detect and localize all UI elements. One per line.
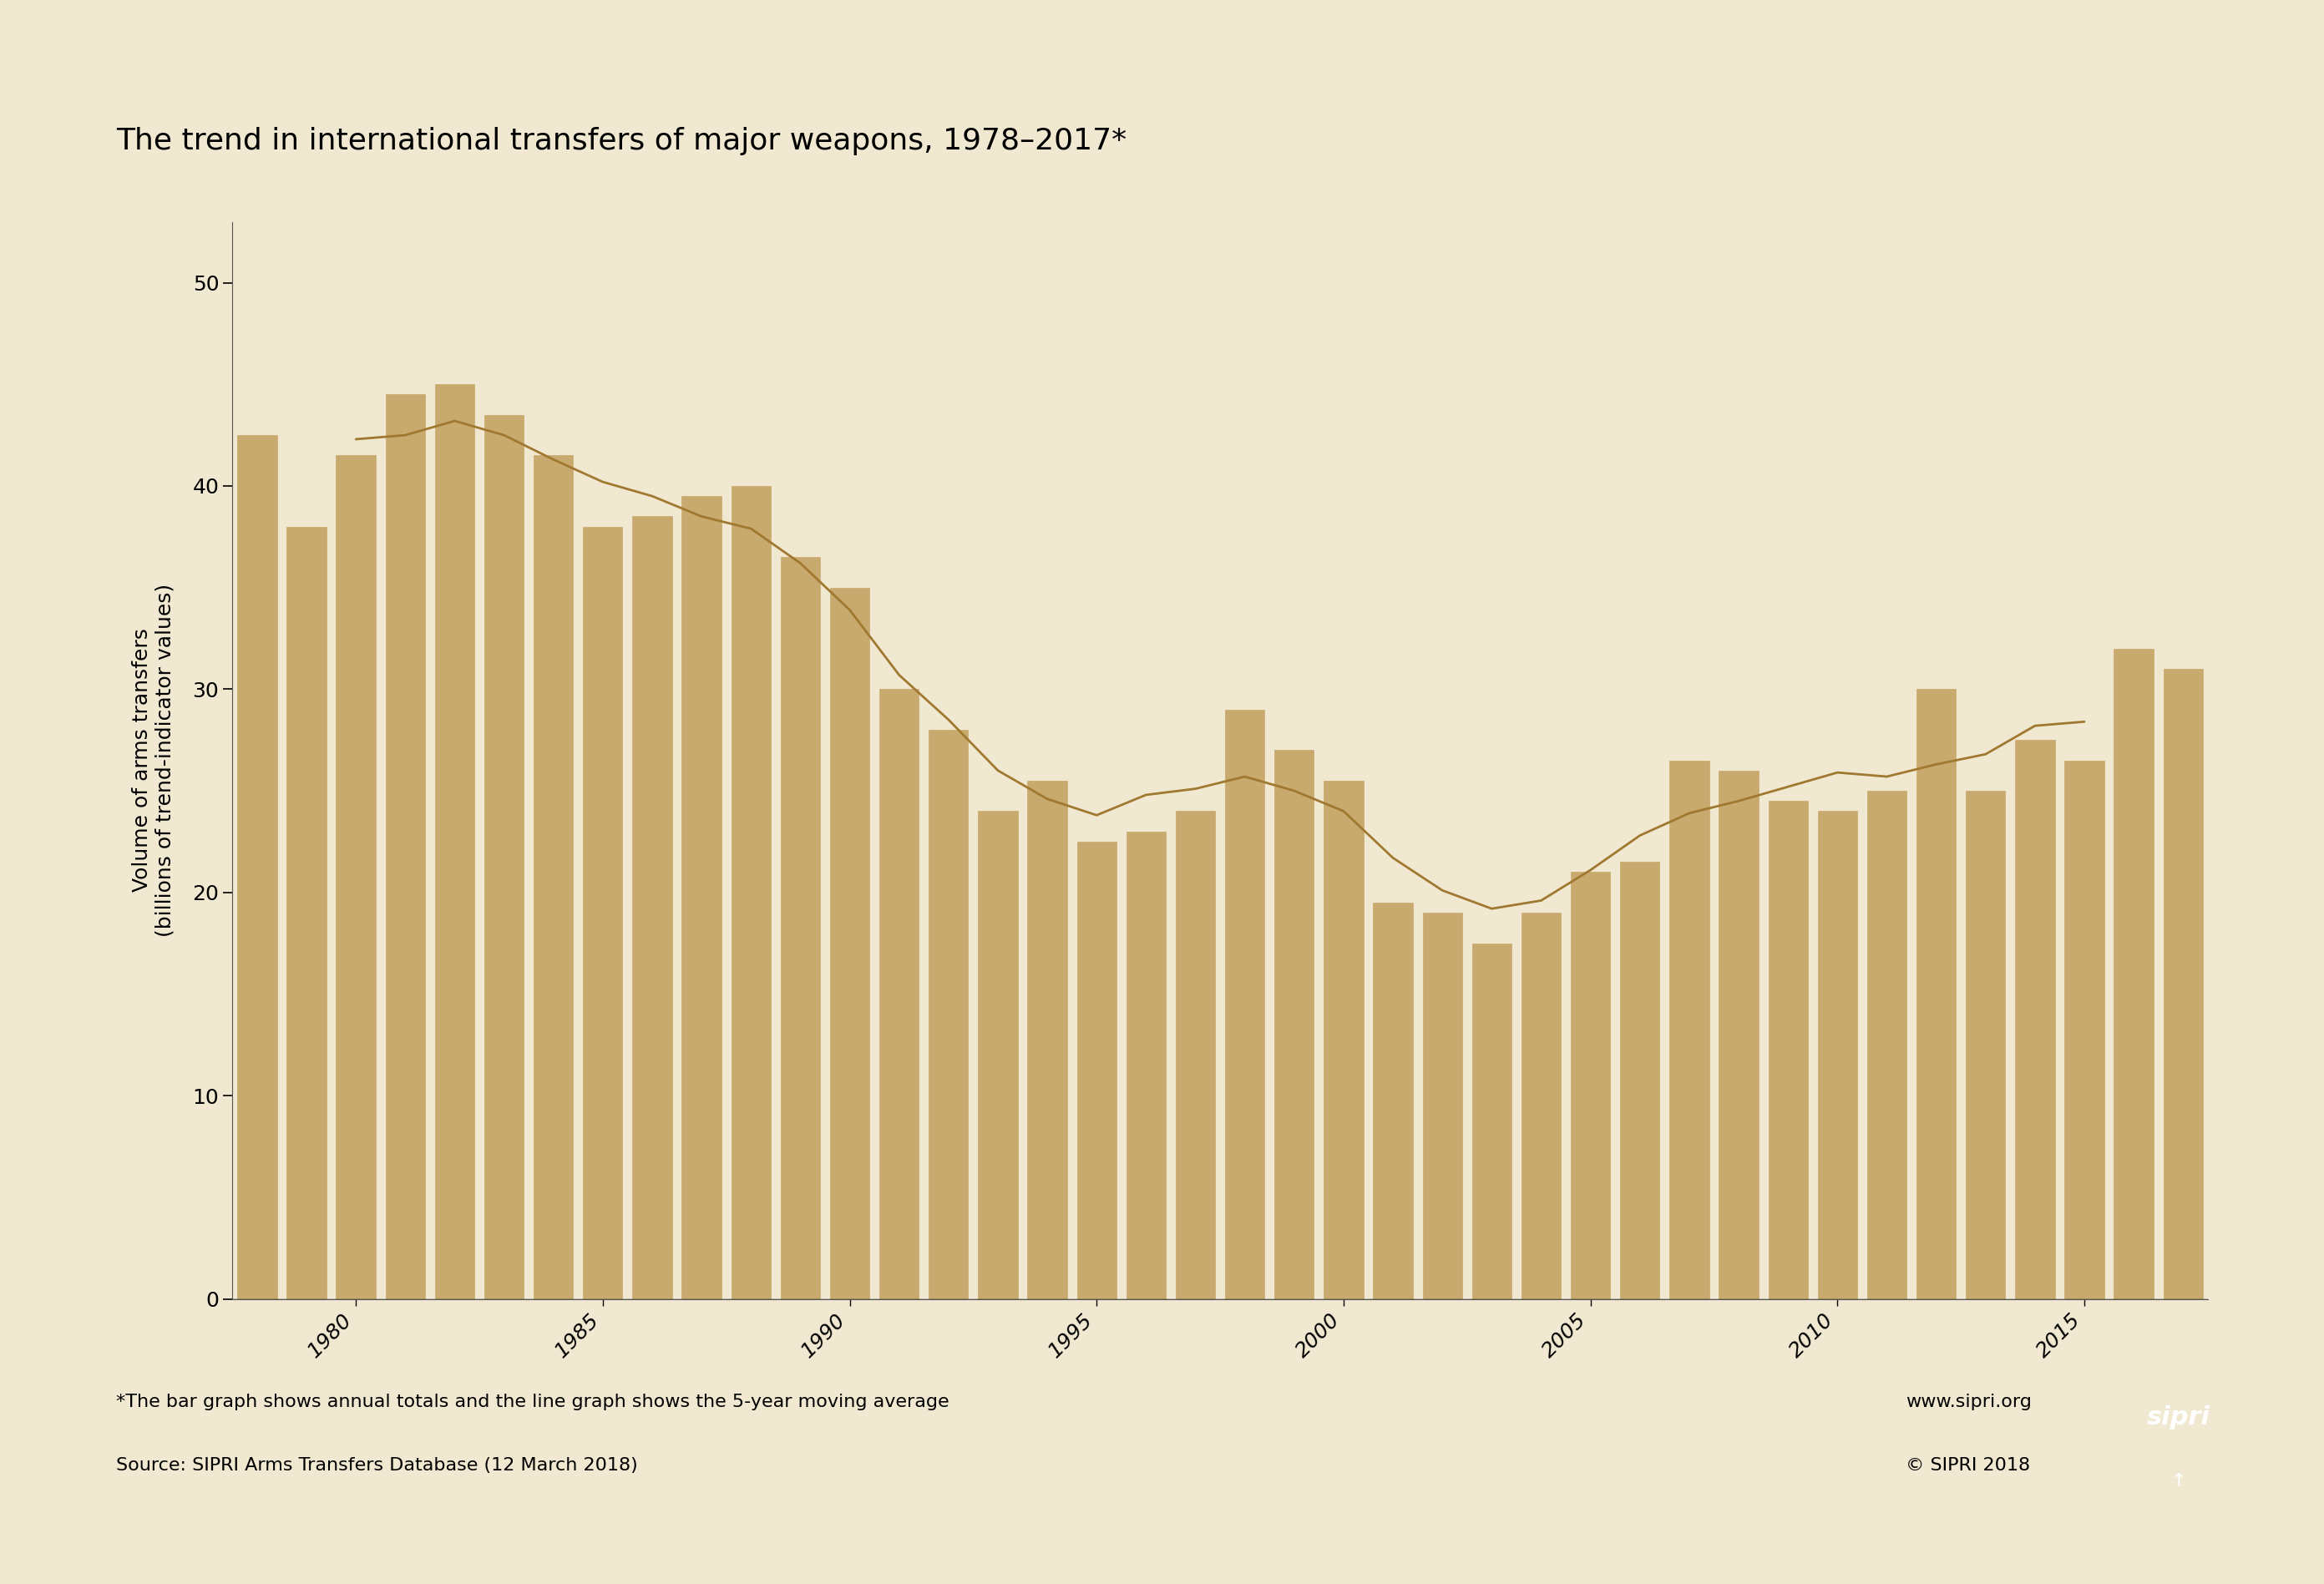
Bar [1274,751,1313,1299]
Bar [930,730,969,1299]
Bar [1325,781,1364,1299]
Bar [830,588,869,1299]
Bar [1373,903,1413,1299]
Bar [1769,802,1808,1299]
Y-axis label: Volume of arms transfers
(billions of trend-indicator values): Volume of arms transfers (billions of tr… [132,583,174,938]
Bar [1522,912,1562,1299]
Bar [583,526,623,1299]
Bar [2015,740,2054,1299]
Bar [732,486,772,1299]
Text: ↑: ↑ [2171,1473,2187,1489]
Bar [1422,912,1462,1299]
Bar [1225,710,1264,1299]
Bar [1571,873,1611,1299]
Bar [781,558,820,1299]
Bar [1127,832,1167,1299]
Bar [1866,790,1906,1299]
Bar [1471,942,1511,1299]
Bar [2064,760,2103,1299]
Text: www.sipri.org: www.sipri.org [1906,1394,2031,1411]
Bar [386,394,425,1299]
Bar [1720,770,1759,1299]
Bar [1917,689,1957,1299]
Bar [1817,811,1857,1299]
Bar [1076,841,1116,1299]
Bar [1027,781,1067,1299]
Bar [435,385,474,1299]
Bar [1966,790,2006,1299]
Text: sipri: sipri [2147,1405,2210,1430]
Bar [237,436,277,1299]
Bar [535,456,574,1299]
Bar [681,496,720,1299]
Text: The trend in international transfers of major weapons, 1978–2017*: The trend in international transfers of … [116,127,1127,155]
Bar [632,516,672,1299]
Text: © SIPRI 2018: © SIPRI 2018 [1906,1457,2031,1475]
Text: *The bar graph shows annual totals and the line graph shows the 5-year moving av: *The bar graph shows annual totals and t… [116,1394,948,1411]
Bar [2115,648,2154,1299]
Bar [2164,668,2203,1299]
Bar [878,689,918,1299]
Bar [286,526,325,1299]
Bar [1176,811,1215,1299]
Bar [337,456,376,1299]
Bar [978,811,1018,1299]
Bar [483,415,523,1299]
Text: Source: SIPRI Arms Transfers Database (12 March 2018): Source: SIPRI Arms Transfers Database (1… [116,1457,637,1475]
Bar [1620,862,1659,1299]
Bar [1669,760,1708,1299]
